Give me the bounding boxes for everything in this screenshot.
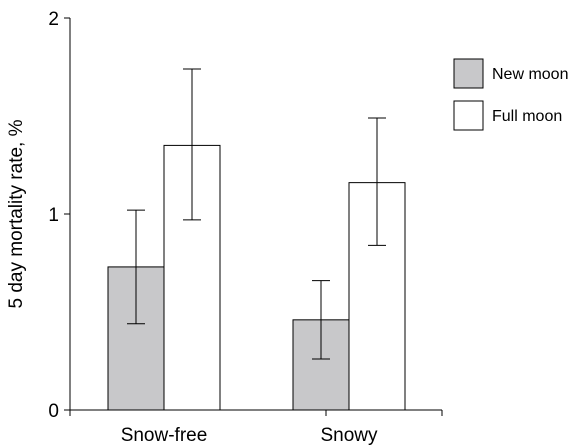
error-bars: [127, 68, 386, 360]
y-ticks: 0 1 2: [48, 9, 59, 422]
legend: New moon Full moon: [453, 58, 568, 131]
legend-label-new-moon: New moon: [492, 66, 568, 83]
y-tick-label-2: 2: [48, 9, 59, 30]
y-tick-label-1: 1: [48, 205, 59, 226]
x-tick-labels: Snow-free Snowy: [121, 425, 378, 446]
x-tick-label-snow-free: Snow-free: [121, 425, 208, 446]
legend-label-full-moon: Full moon: [492, 108, 562, 125]
legend-swatch-new-moon: [453, 58, 484, 89]
x-tick-label-snowy: Snowy: [320, 425, 378, 446]
bars: [107, 144, 406, 411]
y-axis-label: 5 day mortality rate, %: [6, 119, 27, 308]
y-tick-label-0: 0: [48, 401, 59, 422]
legend-swatch-full-moon: [453, 100, 484, 131]
bar-snowy-full-moon: [348, 182, 406, 411]
